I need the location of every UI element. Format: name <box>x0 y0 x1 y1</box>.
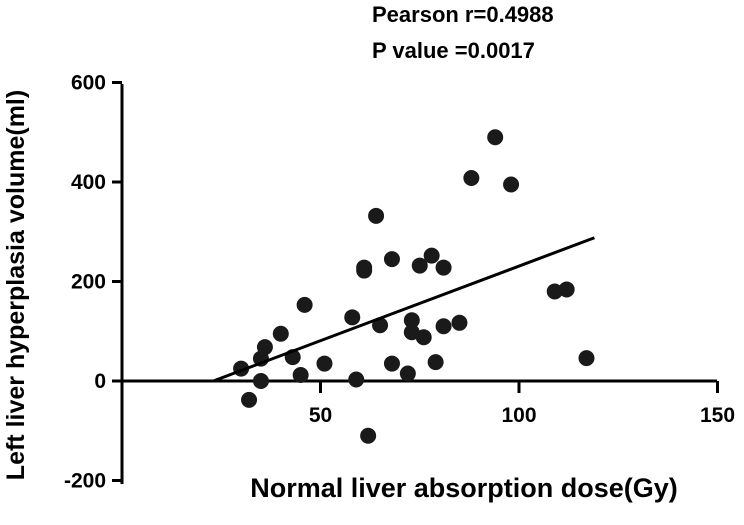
y-tick-label: 200 <box>71 271 106 294</box>
data-point <box>356 259 373 276</box>
data-point <box>344 309 361 326</box>
data-point <box>403 312 420 329</box>
data-point <box>487 129 504 146</box>
y-tick-label: 400 <box>71 171 106 194</box>
x-axis-title: Normal liver absorption dose(Gy) <box>250 473 678 503</box>
x-tick-label: 150 <box>700 404 735 427</box>
data-point <box>503 176 520 193</box>
data-point <box>316 355 333 372</box>
x-tick-label: 50 <box>309 404 332 427</box>
data-point <box>411 257 428 274</box>
y-tick-label: -200 <box>64 470 106 493</box>
data-point <box>272 325 289 342</box>
x-axis-ticks: 50 100 150 <box>309 381 735 427</box>
data-point <box>399 365 416 382</box>
data-point <box>558 281 575 298</box>
y-tick-label: 600 <box>71 72 106 95</box>
data-point <box>252 373 269 389</box>
data-point <box>383 251 400 268</box>
data-point <box>292 367 309 384</box>
data-point <box>435 259 452 276</box>
data-point <box>296 296 313 313</box>
y-tick-label: 0 <box>94 370 106 393</box>
x-tick-label: 100 <box>501 404 536 427</box>
data-point <box>546 283 563 300</box>
data-point <box>423 247 440 264</box>
y-axis-title: Left liver hyperplasia volume(ml) <box>2 90 30 480</box>
data-point <box>368 207 385 224</box>
y-axis-ticks: 600 400 200 0 -200 <box>64 72 122 493</box>
regression-line <box>212 236 595 383</box>
pearson-annotation: Pearson r=0.4988 <box>372 2 554 27</box>
data-point <box>360 427 377 444</box>
data-points <box>233 129 595 444</box>
data-point <box>451 314 468 331</box>
data-point <box>435 318 452 335</box>
data-point <box>348 371 365 388</box>
data-point <box>415 329 432 346</box>
data-point <box>256 339 273 356</box>
data-point <box>463 170 480 187</box>
data-point <box>578 350 595 367</box>
data-point <box>241 391 258 408</box>
data-point <box>383 355 400 372</box>
p-value-annotation: P value =0.0017 <box>372 38 535 63</box>
data-point <box>427 354 444 371</box>
regression-line-group <box>212 236 595 383</box>
